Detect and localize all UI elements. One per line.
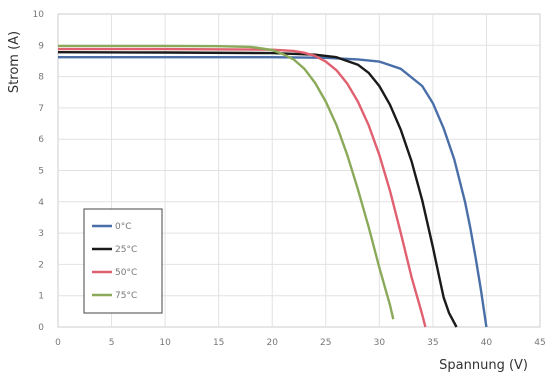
x-tick-label: 0 <box>55 338 61 348</box>
x-axis-title: Spannung (V) <box>439 358 528 373</box>
y-axis-title: Strom (A) <box>7 31 22 93</box>
y-tick-labels: 0 1 2 3 4 5 6 7 8 9 10 <box>33 10 45 333</box>
legend-label: 25°C <box>115 245 137 255</box>
y-tick-label: 7 <box>38 104 44 114</box>
y-tick-label: 0 <box>38 323 44 333</box>
x-tick-label: 15 <box>213 338 224 348</box>
legend: 0°C 25°C 50°C 75°C <box>84 209 162 313</box>
y-tick-label: 3 <box>38 229 44 239</box>
y-tick-label: 8 <box>38 73 44 83</box>
x-tick-label: 10 <box>159 338 171 348</box>
y-tick-label: 2 <box>38 260 44 270</box>
y-tick-label: 4 <box>38 198 44 208</box>
x-tick-label: 45 <box>534 338 545 348</box>
x-tick-label: 40 <box>481 338 493 348</box>
x-tick-labels: 0 5 10 15 20 25 30 35 40 45 <box>55 338 546 348</box>
y-tick-label: 1 <box>38 292 44 302</box>
legend-label: 0°C <box>115 222 132 232</box>
x-tick-label: 30 <box>374 338 386 348</box>
y-tick-label: 10 <box>33 10 45 20</box>
x-tick-label: 25 <box>320 338 331 348</box>
y-tick-label: 6 <box>38 135 44 145</box>
x-tick-label: 20 <box>266 338 278 348</box>
legend-label: 50°C <box>115 268 137 278</box>
legend-label: 75°C <box>115 291 137 301</box>
x-tick-label: 35 <box>427 338 438 348</box>
y-tick-label: 9 <box>38 41 44 51</box>
y-tick-label: 5 <box>38 167 44 177</box>
x-tick-label: 5 <box>109 338 115 348</box>
